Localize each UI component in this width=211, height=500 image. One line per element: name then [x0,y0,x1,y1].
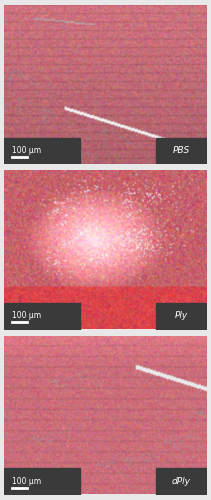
Bar [4,138,80,164]
Text: Ply: Ply [175,312,188,320]
Bar [156,303,207,330]
Bar [156,468,207,495]
Bar [156,138,207,164]
Text: dPly: dPly [172,476,191,486]
Bar [4,303,80,330]
Text: 100 μm: 100 μm [12,476,41,486]
Text: PBS: PBS [173,146,190,155]
Bar [4,468,80,495]
Text: 100 μm: 100 μm [12,312,41,320]
Text: 100 μm: 100 μm [12,146,41,155]
